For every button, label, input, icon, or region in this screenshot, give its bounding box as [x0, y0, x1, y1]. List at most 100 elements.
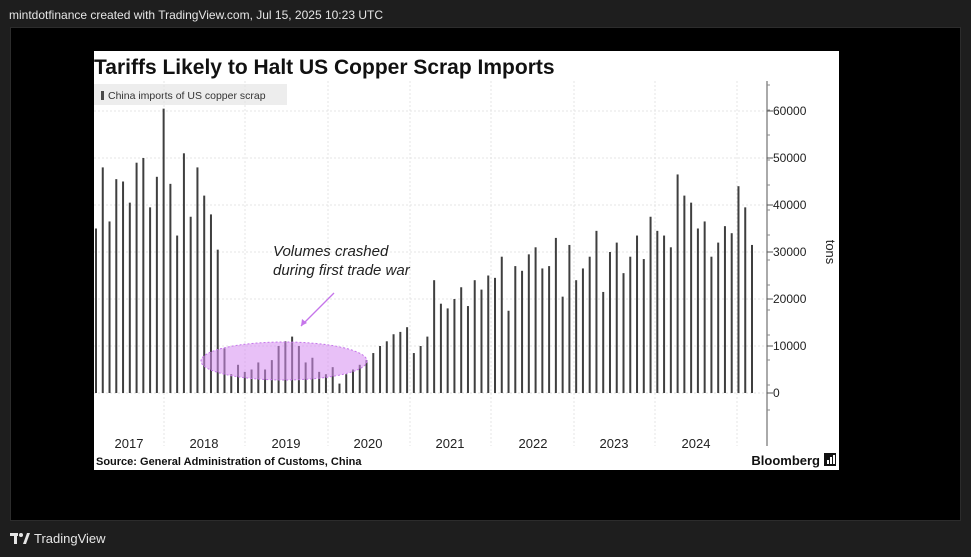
bar-96	[737, 186, 740, 393]
bar-70	[561, 296, 564, 393]
chart-title: Tariffs Likely to Halt US Copper Scrap I…	[94, 56, 555, 79]
bar-42	[372, 353, 375, 393]
bar-chart: Tariffs Likely to Halt US Copper Scrap I…	[94, 56, 838, 468]
bar-19	[216, 249, 219, 393]
x-tick-label-2023: 2023	[600, 436, 629, 451]
bar-72	[575, 280, 578, 393]
legend-label: China imports of US copper scrap	[108, 90, 266, 102]
y-tick-label-0: 0	[773, 386, 780, 400]
x-tick-label-2022: 2022	[519, 436, 548, 451]
bar-78	[615, 242, 618, 393]
footer-brand: TradingView	[34, 531, 106, 546]
bar-75	[595, 230, 598, 393]
x-tick-label-2024: 2024	[682, 436, 711, 451]
bar-24	[250, 369, 253, 393]
bloomberg-icon-bar-2	[830, 457, 832, 464]
bar-64	[521, 270, 524, 393]
bar-17	[203, 195, 206, 393]
gridlines	[94, 81, 767, 446]
y-axis-title: tons	[823, 240, 838, 265]
bloomberg-icon-bar-1	[827, 460, 829, 464]
bloomberg-wordmark: Bloomberg	[751, 453, 820, 468]
annotation-line-2: during first trade war	[273, 262, 411, 279]
bar-45	[392, 334, 395, 393]
bar-82	[642, 259, 645, 393]
bar-63	[514, 266, 517, 393]
bar-97	[744, 207, 747, 393]
bar-86	[669, 247, 672, 393]
bar-83	[649, 216, 652, 393]
bar-80	[629, 256, 632, 393]
x-tick-label-2020: 2020	[354, 436, 383, 451]
x-tick-label-2019: 2019	[272, 436, 301, 451]
annotation-ellipse	[200, 341, 368, 381]
bar-43	[379, 346, 382, 393]
bar-89	[690, 202, 693, 393]
bar-11	[162, 108, 165, 394]
bar-49	[419, 346, 422, 393]
x-tick-label-2021: 2021	[436, 436, 465, 451]
bar-26	[264, 369, 267, 393]
x-axis-year-labels: 2017 2018 2019 2020 2021 2022 2023 2024	[115, 436, 711, 451]
bar-65	[527, 254, 530, 393]
source-note: Source: General Administration of Custom…	[96, 456, 362, 468]
y-tick-label-10000: 10000	[773, 339, 807, 353]
bloomberg-icon-bar-3	[833, 455, 835, 464]
bar-95	[730, 233, 733, 393]
x-tick-label-2017: 2017	[115, 436, 144, 451]
bar-79	[622, 273, 625, 393]
y-tick-label-40000: 40000	[773, 198, 807, 212]
bar-57	[473, 280, 476, 393]
bar-7	[135, 162, 138, 393]
bar-51	[433, 280, 436, 393]
bar-48	[412, 353, 415, 393]
bar-76	[602, 291, 605, 393]
bar-69	[554, 237, 557, 393]
bar-73	[581, 268, 584, 393]
annotation-line-1: Volumes crashed	[273, 243, 389, 260]
bar-13	[176, 235, 179, 393]
bar-5	[122, 181, 125, 393]
bar-40	[358, 364, 361, 393]
bar-12	[169, 183, 172, 393]
bar-54	[453, 299, 456, 393]
legend: China imports of US copper scrap	[94, 84, 287, 105]
tradingview-logo-icon	[10, 532, 30, 544]
bar-3	[108, 221, 111, 393]
annotation-arrowhead	[301, 319, 307, 326]
bar-67	[541, 268, 544, 393]
bar-36	[331, 367, 334, 393]
bar-21	[230, 374, 233, 393]
bar-87	[676, 174, 679, 393]
bar-6	[128, 202, 131, 393]
bar-68	[548, 266, 551, 393]
annotation: Volumes crashed during first trade war	[200, 243, 411, 381]
bar-series	[95, 108, 753, 394]
bar-77	[608, 252, 611, 393]
bar-1	[95, 228, 97, 393]
bar-93	[717, 242, 720, 393]
bar-74	[588, 256, 591, 393]
bar-52	[439, 303, 442, 393]
bar-81	[636, 235, 639, 393]
bar-94	[723, 226, 726, 393]
y-axis: 0 10000 20000 30000 40000 50000 60000	[766, 81, 807, 446]
legend-box	[94, 84, 287, 105]
bar-10	[155, 176, 158, 393]
y-tick-label-60000: 60000	[773, 104, 807, 118]
bar-34	[318, 371, 321, 393]
bar-62	[507, 310, 510, 393]
bar-35	[324, 374, 327, 393]
bloomberg-brand: Bloomberg	[751, 453, 836, 468]
bar-88	[683, 195, 686, 393]
bar-38	[345, 374, 348, 393]
bar-2	[101, 167, 104, 393]
bar-90	[696, 228, 699, 393]
x-tick-label-2018: 2018	[190, 436, 219, 451]
annotation-arrow	[300, 292, 335, 327]
bar-41	[365, 360, 368, 393]
bar-91	[703, 221, 706, 393]
bar-98	[751, 244, 753, 393]
bar-16	[196, 167, 199, 393]
bar-53	[446, 308, 449, 393]
